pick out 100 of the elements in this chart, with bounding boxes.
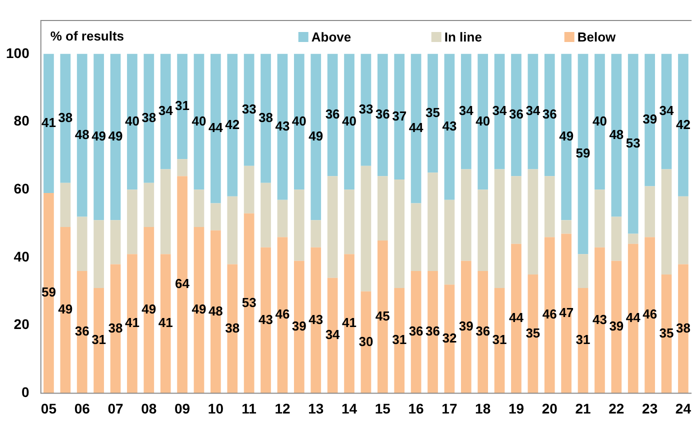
bar [661, 54, 672, 170]
bar [410, 54, 422, 204]
bar [644, 186, 655, 238]
bar [110, 220, 121, 264]
data-label: 49 [559, 128, 574, 144]
bar [44, 193, 54, 394]
data-label: 40 [342, 113, 356, 128]
data-label: 40 [592, 113, 607, 128]
bar [127, 54, 138, 190]
bar [628, 244, 638, 394]
data-label: 49 [108, 128, 123, 144]
data-label: 39 [609, 318, 624, 334]
legend-label: Above [311, 30, 352, 45]
bar [394, 54, 405, 180]
bar [144, 182, 154, 227]
y-tick-label: 60 [14, 180, 30, 196]
bar [60, 54, 71, 183]
bar [444, 200, 455, 285]
data-label: 64 [175, 276, 190, 292]
data-label: 35 [526, 325, 540, 340]
bar [244, 213, 254, 394]
bar [227, 196, 238, 264]
legend-label: In line [444, 30, 482, 45]
data-label: 40 [192, 113, 206, 128]
bar [76, 54, 88, 217]
bar [628, 54, 638, 234]
bar [110, 264, 121, 394]
data-label: 40 [292, 113, 306, 128]
bar [76, 271, 88, 394]
bar [227, 54, 238, 196]
bar [294, 54, 304, 190]
data-label: 41 [342, 315, 356, 330]
bar [561, 54, 572, 220]
bar [194, 54, 204, 190]
bar [244, 54, 254, 166]
y-tick-label: 80 [14, 112, 30, 129]
x-tick-label: 09 [174, 400, 190, 416]
data-label: 34 [458, 103, 474, 118]
bar [327, 278, 338, 394]
data-label: 43 [258, 312, 274, 327]
data-label: 36 [542, 106, 557, 122]
data-label: 49 [308, 128, 324, 144]
bar [394, 179, 405, 288]
bar [528, 274, 538, 394]
bar [410, 203, 422, 272]
data-label: 43 [275, 118, 290, 134]
bar [327, 176, 338, 278]
data-label: 35 [426, 104, 440, 120]
bar [661, 274, 672, 394]
legend-label: Below [577, 30, 617, 45]
bar [444, 54, 455, 200]
bar [94, 220, 104, 288]
bar [310, 247, 322, 394]
bar [327, 54, 338, 176]
bar [410, 271, 422, 394]
data-label: 34 [492, 103, 508, 118]
bar [561, 234, 572, 394]
data-label: 46 [642, 306, 658, 322]
data-label: 44 [408, 120, 424, 136]
bar [611, 54, 622, 217]
data-label: 32 [442, 330, 457, 346]
data-label: 40 [124, 113, 140, 128]
x-tick-label: 19 [508, 400, 524, 416]
bar [344, 190, 354, 254]
x-tick-label: 07 [108, 400, 124, 416]
bar [244, 166, 254, 214]
data-label: 36 [325, 106, 340, 122]
data-label: 34 [325, 327, 341, 342]
bar [478, 271, 488, 394]
data-label: 31 [392, 332, 407, 348]
bar [428, 271, 438, 394]
data-label: 36 [509, 106, 524, 122]
bar [294, 260, 304, 394]
x-tick-label: 16 [408, 400, 424, 416]
data-label: 48 [609, 126, 624, 142]
data-label: 49 [192, 302, 206, 317]
bar [210, 230, 221, 394]
data-label: 45 [375, 308, 390, 324]
bar [260, 247, 271, 394]
bar [227, 264, 238, 394]
bar [277, 200, 288, 238]
bar [344, 54, 354, 190]
data-label: 39 [642, 112, 658, 127]
bar [460, 260, 472, 394]
data-label: 31 [492, 332, 507, 348]
bar [544, 237, 555, 394]
x-tick-label: 24 [675, 400, 692, 416]
bar [377, 176, 388, 241]
bar [428, 172, 438, 272]
data-label: 36 [408, 324, 424, 339]
bar [377, 54, 388, 176]
x-tick-label: 18 [475, 400, 491, 416]
bar [594, 54, 605, 190]
bar [177, 159, 188, 176]
bar [494, 54, 505, 170]
y-tick-label: 40 [14, 248, 30, 264]
bar [511, 54, 522, 176]
data-label: 41 [41, 115, 56, 130]
data-label: 34 [526, 103, 541, 118]
bar [210, 203, 221, 230]
